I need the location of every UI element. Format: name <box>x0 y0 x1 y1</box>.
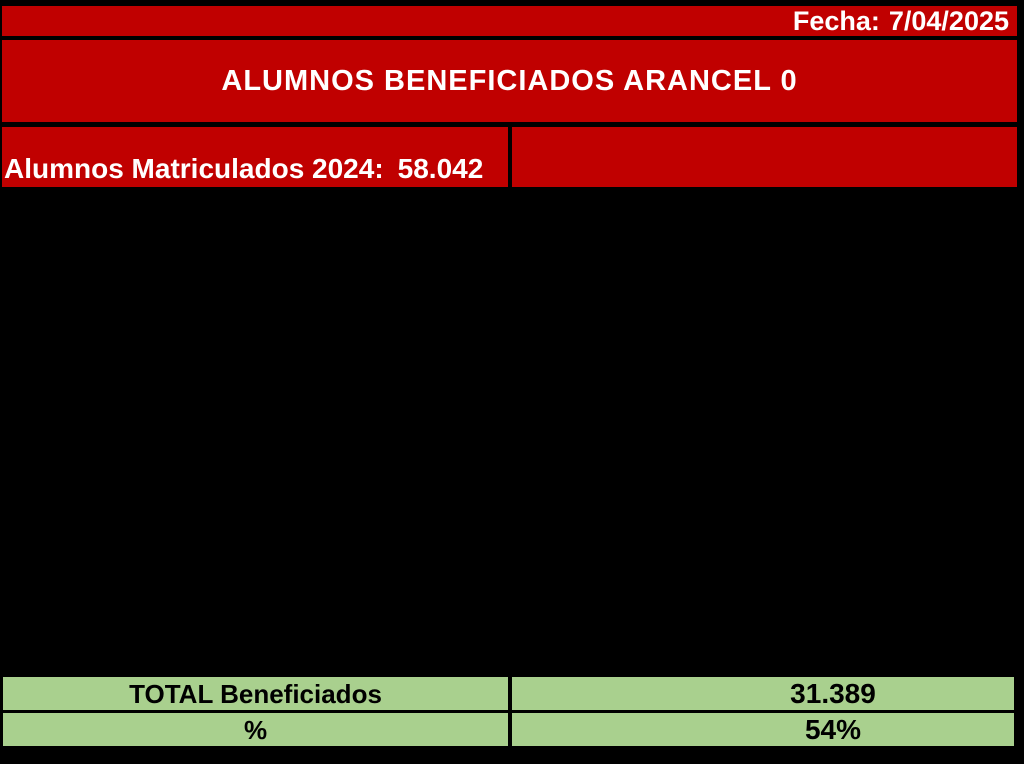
enrolled-empty-cell <box>512 127 1017 187</box>
enrolled-value: 58.042 <box>397 153 484 184</box>
report-title: ALUMNOS BENEFICIADOS ARANCEL 0 <box>2 40 1017 122</box>
enrolled-cell: Alumnos Matriculados 2024: 58.042 <box>2 127 508 187</box>
summary-percent-label-cell: % <box>3 713 508 746</box>
summary-total-value-cell: 31.389 <box>512 677 1014 710</box>
date-label: Fecha: <box>792 5 880 36</box>
date-value: 7/04/2025 <box>888 5 1009 36</box>
enrolled-label: Alumnos Matriculados 2024: <box>4 153 384 184</box>
summary-percent-value-cell: 54% <box>512 713 1014 746</box>
summary-total-label-cell: TOTAL Beneficiados <box>3 677 508 710</box>
date-cell: Fecha: 7/04/2025 <box>2 6 1017 36</box>
